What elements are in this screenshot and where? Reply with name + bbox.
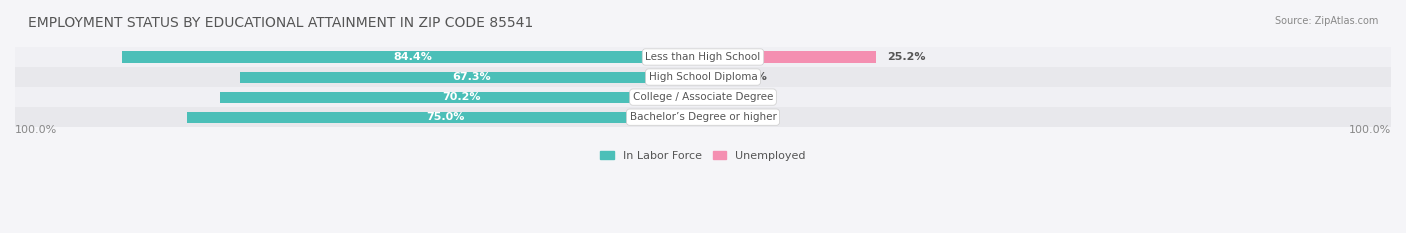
Text: 75.0%: 75.0% xyxy=(426,112,464,122)
Text: 84.4%: 84.4% xyxy=(394,52,432,62)
Bar xyxy=(703,112,720,123)
Bar xyxy=(703,72,727,82)
Text: 2.5%: 2.5% xyxy=(731,112,761,122)
Text: 100.0%: 100.0% xyxy=(1348,125,1391,135)
Text: High School Diploma: High School Diploma xyxy=(648,72,758,82)
Text: EMPLOYMENT STATUS BY EDUCATIONAL ATTAINMENT IN ZIP CODE 85541: EMPLOYMENT STATUS BY EDUCATIONAL ATTAINM… xyxy=(28,16,533,30)
Bar xyxy=(15,67,1391,87)
Bar xyxy=(219,92,703,103)
Text: 3.4%: 3.4% xyxy=(737,72,768,82)
Text: Bachelor’s Degree or higher: Bachelor’s Degree or higher xyxy=(630,112,776,122)
Text: Less than High School: Less than High School xyxy=(645,52,761,62)
Text: Source: ZipAtlas.com: Source: ZipAtlas.com xyxy=(1274,16,1378,26)
Text: 67.3%: 67.3% xyxy=(453,72,491,82)
Text: 25.2%: 25.2% xyxy=(887,52,925,62)
Bar xyxy=(15,87,1391,107)
Bar xyxy=(703,92,723,103)
Bar xyxy=(703,51,876,62)
Bar xyxy=(122,51,703,62)
Text: College / Associate Degree: College / Associate Degree xyxy=(633,92,773,102)
Legend: In Labor Force, Unemployed: In Labor Force, Unemployed xyxy=(596,146,810,165)
Bar xyxy=(240,72,703,82)
Bar xyxy=(15,107,1391,127)
Text: 2.9%: 2.9% xyxy=(734,92,765,102)
Text: 100.0%: 100.0% xyxy=(15,125,58,135)
Bar xyxy=(15,47,1391,67)
Bar xyxy=(187,112,703,123)
Text: 70.2%: 70.2% xyxy=(443,92,481,102)
